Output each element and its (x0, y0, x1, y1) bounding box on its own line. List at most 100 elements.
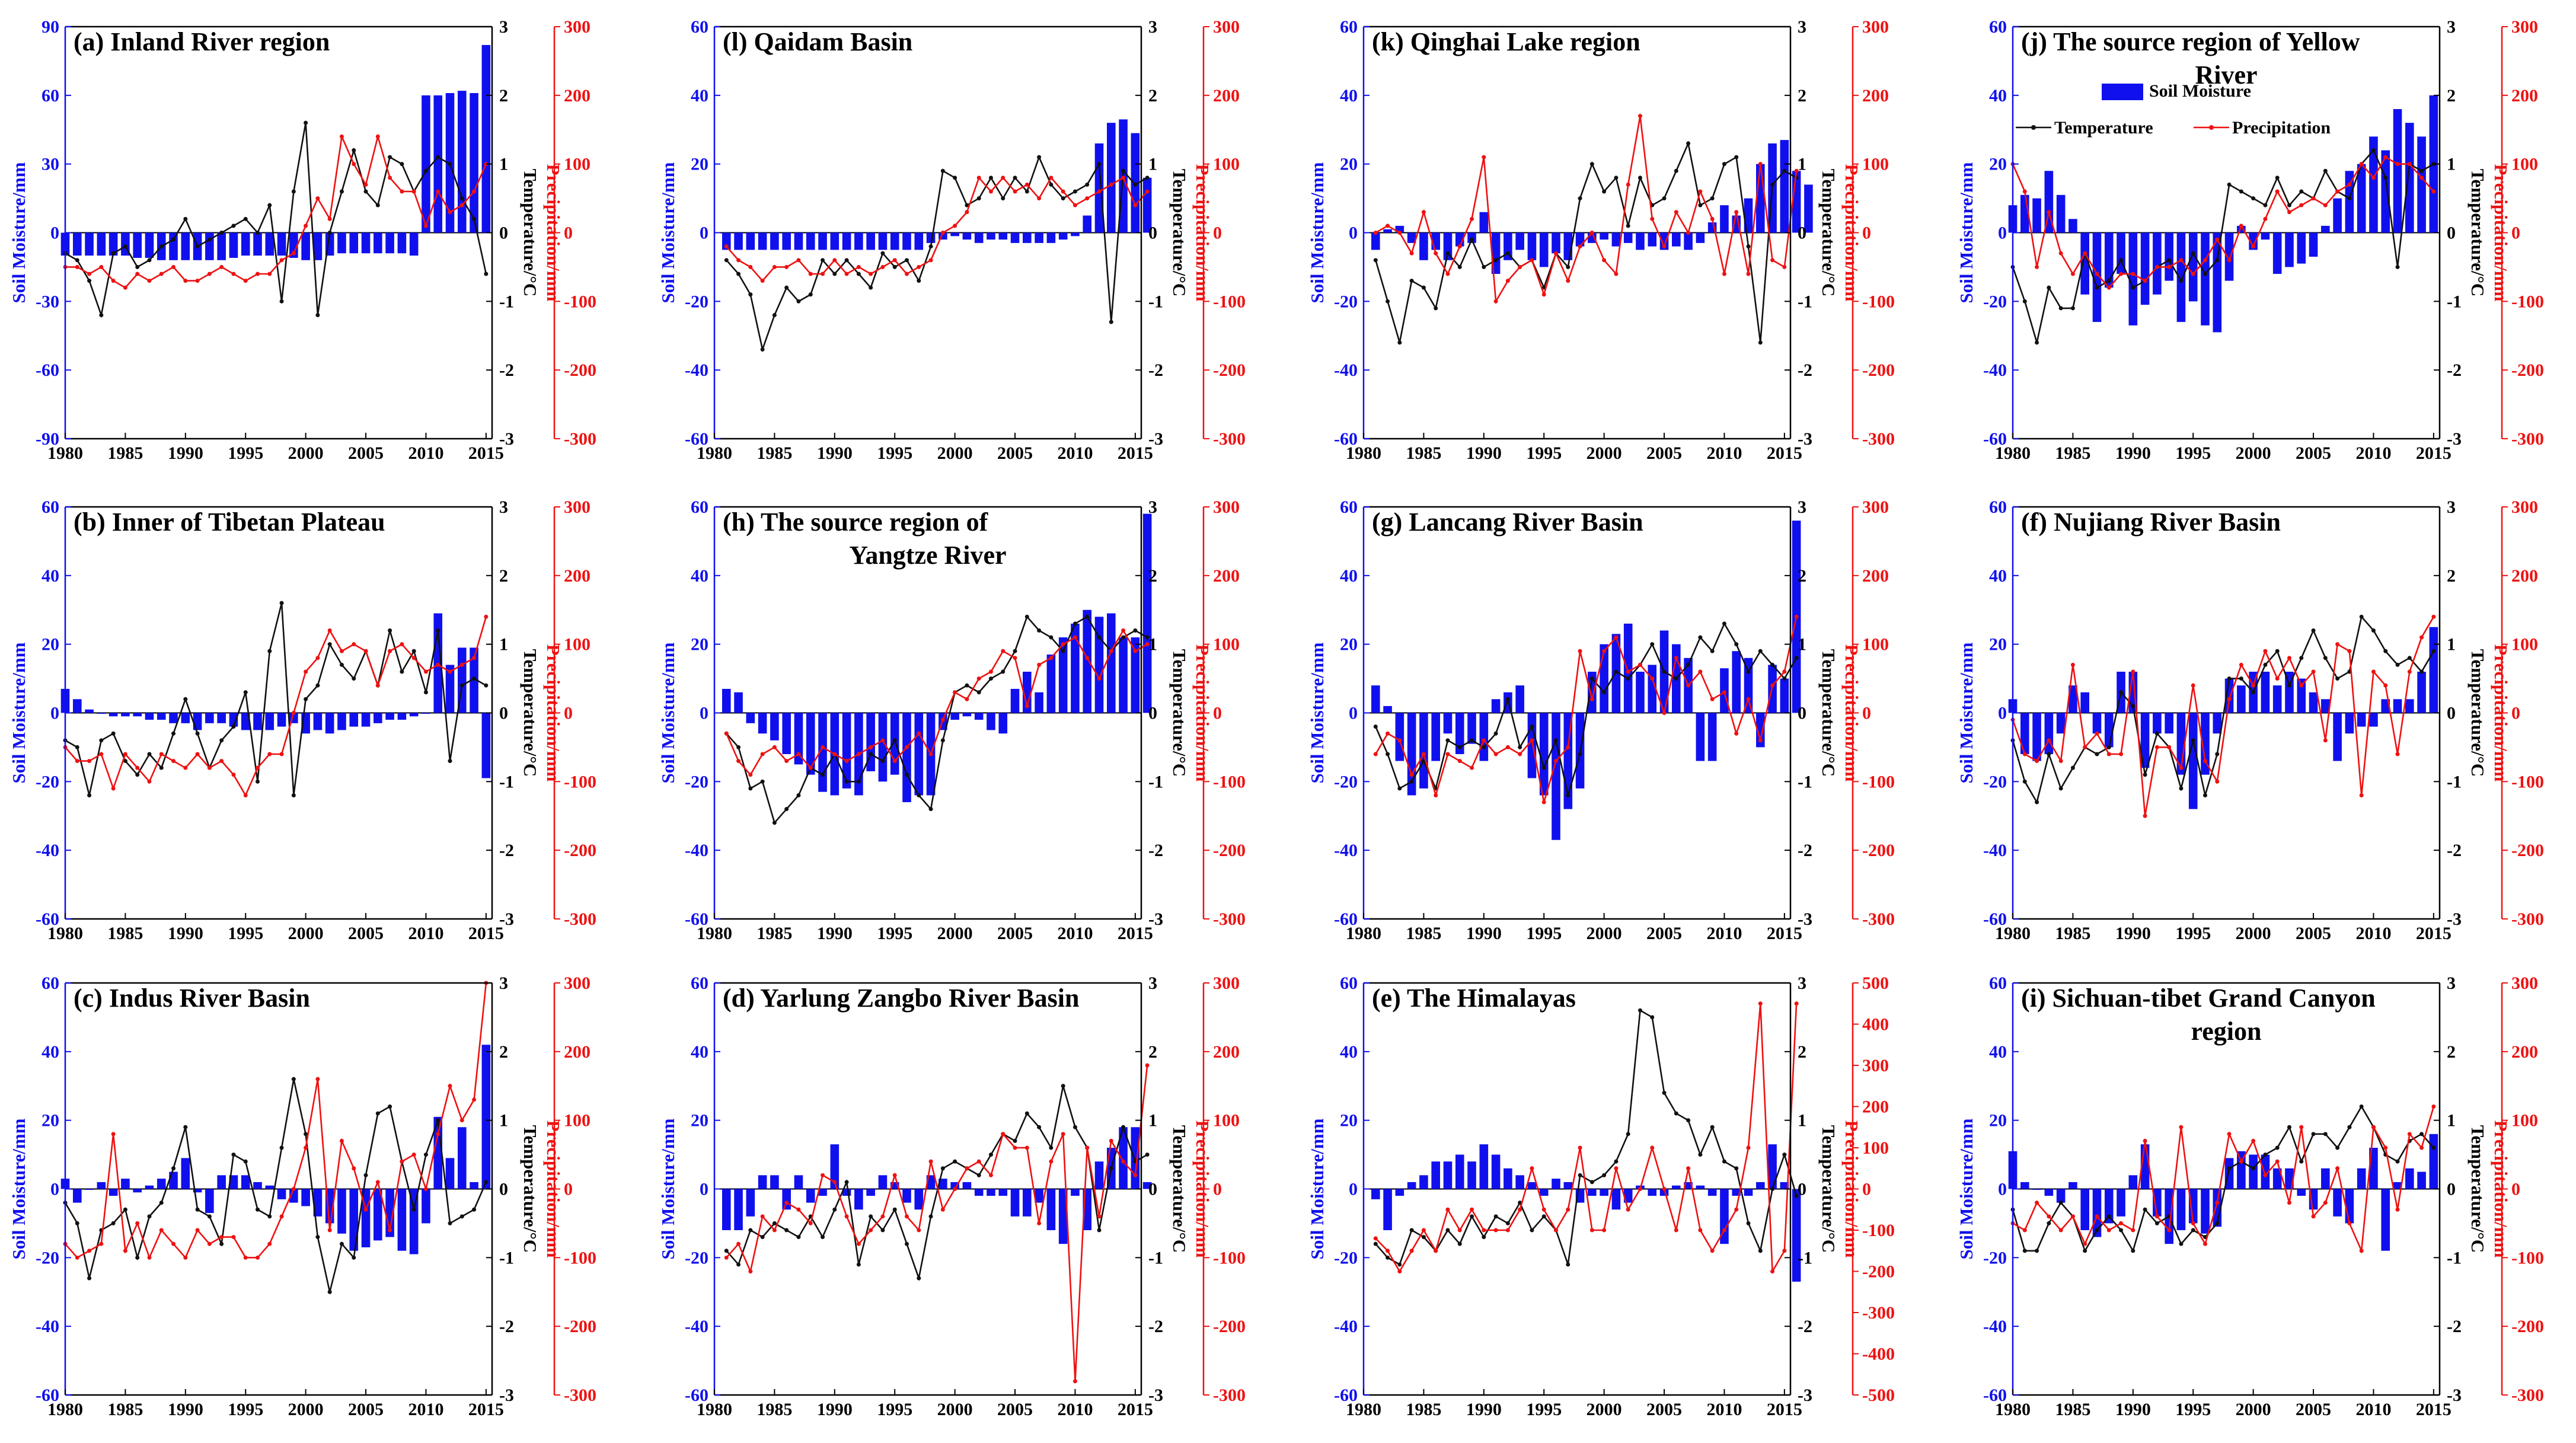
temperature-point-1982 (1386, 752, 1390, 756)
precipitation-point-2002 (1626, 1207, 1630, 1212)
soil-bar-1983 (2044, 713, 2054, 754)
soil-bar-2011 (2381, 699, 2390, 713)
precip-tick: 300 (2511, 973, 2538, 993)
soil-bar-2015 (1131, 1127, 1140, 1189)
temperature-point-1991 (844, 779, 849, 784)
precipitation-axis-label: Precipitation/mm (1841, 644, 1862, 782)
soil-bar-2004 (998, 713, 1008, 734)
soil-bar-1998 (926, 1175, 936, 1189)
soil-bar-1996 (2201, 232, 2210, 325)
x-tick-2000: 2000 (1587, 1400, 1622, 1419)
x-tick-2000: 2000 (1587, 924, 1622, 943)
precipitation-point-1994 (880, 264, 885, 269)
precipitation-point-1988 (808, 765, 813, 770)
temperature-point-1987 (147, 1214, 152, 1219)
precipitation-point-1985 (1421, 210, 1426, 215)
soil-bar-2006 (1023, 232, 1032, 243)
temperature-point-1997 (1566, 1262, 1571, 1267)
precip-tick: -200 (1862, 360, 1895, 380)
soil-bar-2005 (361, 232, 371, 254)
x-tick-1995: 1995 (2175, 924, 2211, 943)
x-tick-1985: 1985 (107, 443, 143, 463)
temperature-point-2011 (436, 155, 440, 159)
soil-bar-1990 (181, 232, 190, 260)
temperature-line (65, 602, 487, 796)
soil-bar-2014 (470, 92, 478, 233)
temperature-point-1992 (1505, 1221, 1510, 1225)
temperature-point-2003 (339, 189, 344, 194)
x-tick-1985: 1985 (2055, 924, 2090, 943)
soil-bar-2004 (349, 1189, 359, 1251)
temperature-axis-label: Temperature/°C (520, 169, 541, 297)
soil-tick: 20 (1989, 155, 2007, 174)
soil-bar-2013 (2405, 699, 2414, 713)
temperature-point-1994 (2179, 1241, 2184, 1246)
precipitation-point-2008 (1698, 189, 1703, 194)
temperature-point-2011 (1734, 642, 1739, 647)
soil-bar-1989 (1467, 713, 1476, 744)
precip-tick: 0 (1862, 224, 1871, 243)
temperature-point-2014 (472, 676, 477, 681)
precipitation-point-1993 (219, 264, 224, 269)
precipitation-point-1985 (123, 1249, 127, 1253)
precipitation-point-1982 (2035, 1201, 2039, 1205)
precipitation-point-2007 (388, 175, 392, 180)
precipitation-point-1982 (1386, 1249, 1390, 1253)
panel-b: 1980 1985 1990 1995 2000 2005 2010 20156040200-… (8, 497, 596, 943)
precipitation-point-2000 (953, 224, 957, 228)
temperature-point-2004 (1001, 669, 1005, 674)
temperature-point-1995 (892, 738, 897, 743)
precipitation-point-1989 (2119, 272, 2124, 276)
precip-tick: 500 (1862, 973, 1889, 993)
temperature-point-1996 (256, 231, 260, 235)
precipitation-axis-label: Precipitation/mm (1192, 164, 1213, 302)
temp-tick: 1 (1148, 1111, 1157, 1131)
temp-tick: -2 (2447, 841, 2462, 860)
temp-tick: 1 (1798, 635, 1806, 655)
soil-bar-2011 (1083, 215, 1092, 233)
temperature-point-1995 (243, 1159, 248, 1164)
temperature-point-1985 (772, 1221, 777, 1225)
temperature-point-1985 (123, 244, 127, 249)
precipitation-point-1990 (2131, 272, 2136, 276)
temperature-point-2010 (2371, 628, 2376, 633)
temperature-point-2003 (1637, 175, 1642, 180)
temp-tick: 2 (499, 86, 508, 106)
x-tick-2010: 2010 (1057, 443, 1093, 463)
precipitation-point-1982 (736, 1241, 741, 1246)
soil-bar-1994 (878, 713, 888, 782)
soil-bar-1998 (277, 232, 286, 256)
soil-bar-2002 (974, 232, 984, 243)
temperature-point-2003 (2287, 683, 2291, 688)
precipitation-point-1987 (1445, 272, 1450, 276)
soil-bar-2010 (1720, 1189, 1729, 1244)
soil-bar-1982 (734, 1189, 743, 1230)
precip-tick: 0 (2511, 224, 2520, 243)
temp-tick: 2 (1148, 566, 1157, 586)
precipitation-point-1997 (267, 752, 272, 756)
precipitation-point-1991 (195, 1228, 200, 1233)
soil-bar-1996 (902, 1189, 911, 1203)
precipitation-point-1985 (2070, 1214, 2075, 1219)
soil-tick: 20 (1989, 1111, 2007, 1131)
temperature-point-1989 (2119, 690, 2124, 695)
precipitation-point-1998 (2227, 1132, 2232, 1136)
soil-bar-2006 (374, 232, 382, 254)
precip-tick: 100 (564, 1111, 590, 1131)
temp-tick: -3 (2447, 909, 2462, 929)
soil-bar-2012 (2393, 1182, 2402, 1189)
temperature-point-1987 (2095, 1228, 2099, 1233)
panel-title: (i) Sichuan-tibet Grand Canyon (2021, 984, 2376, 1013)
precipitation-point-2010 (423, 224, 428, 228)
precip-tick: 300 (1213, 17, 1240, 37)
temperature-point-1982 (1386, 1255, 1390, 1260)
temperature-point-1992 (2154, 1221, 2159, 1225)
temperature-point-1984 (760, 347, 765, 352)
precipitation-point-2013 (1758, 162, 1763, 167)
soil-bar-2007 (1684, 1182, 1693, 1189)
soil-tick: -40 (1334, 1317, 1358, 1336)
soil-tick: 60 (691, 497, 708, 517)
soil-bar-1989 (1467, 1161, 1476, 1189)
soil-bar-2014 (2417, 136, 2426, 233)
x-tick-1990: 1990 (168, 1400, 203, 1419)
